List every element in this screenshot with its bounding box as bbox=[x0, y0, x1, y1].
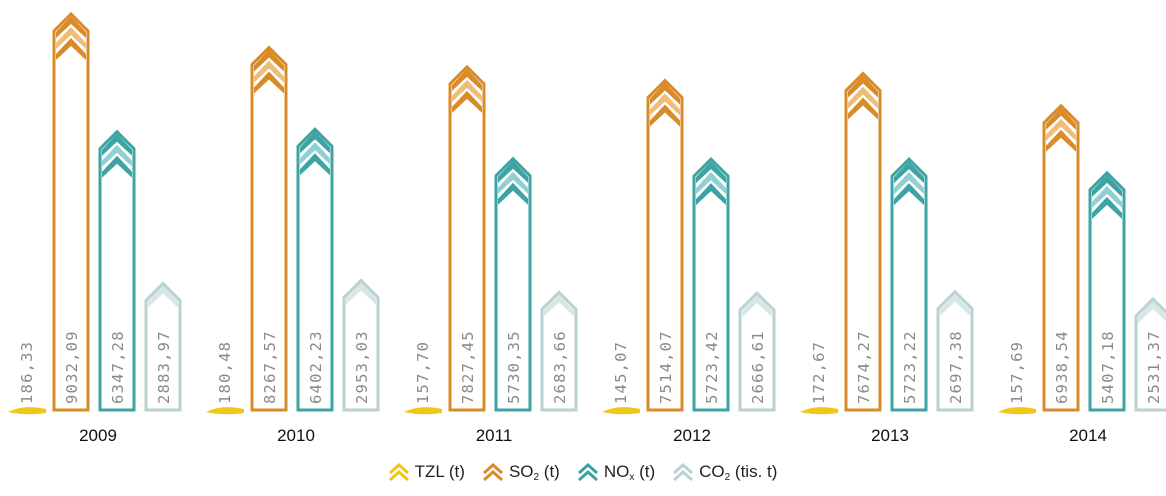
chevron-stack-icon bbox=[148, 285, 178, 308]
year-label-2013: 2013 bbox=[871, 426, 909, 445]
bar-nox-2014 bbox=[1088, 170, 1126, 412]
bar-so2-2010 bbox=[250, 45, 288, 412]
bar-co2-2013 bbox=[936, 289, 974, 412]
year-group-2011: 157,70 7827,45 5730,35 2683,66 2011 bbox=[404, 64, 578, 445]
year-group-2014: 157,69 6938,54 5407,18 2531,37 2014 bbox=[998, 103, 1166, 445]
bar-nox-2010 bbox=[296, 127, 334, 412]
bar-tzl-2010 bbox=[206, 407, 244, 415]
value-label-nox-2010: 6402,23 bbox=[307, 330, 325, 404]
chevron-stack-icon bbox=[56, 16, 86, 60]
chart-legend: TZL (t) SO2 (t) NOx (t) CO2 (tis. t) bbox=[0, 455, 1166, 489]
year-group-2013: 172,67 7674,27 5723,22 2697,38 2013 bbox=[800, 71, 974, 445]
legend-label: SO2 (t) bbox=[508, 461, 560, 483]
year-label-2014: 2014 bbox=[1069, 426, 1107, 445]
legend-item-1: SO2 (t) bbox=[482, 461, 560, 483]
value-label-nox-2012: 5723,42 bbox=[703, 330, 721, 404]
chevron-stack-icon bbox=[650, 82, 680, 127]
chevron-stack-icon bbox=[254, 49, 284, 94]
bar-co2-2009 bbox=[144, 281, 182, 412]
value-label-nox-2013: 5723,22 bbox=[901, 330, 919, 404]
value-label-so2-2009: 9032,09 bbox=[63, 330, 81, 404]
bar-so2-2009 bbox=[52, 11, 90, 412]
chevron-stack-icon bbox=[346, 282, 376, 305]
bar-tzl-2011 bbox=[404, 407, 442, 415]
value-label-so2-2013: 7674,27 bbox=[855, 330, 873, 404]
bar-co2-2012 bbox=[738, 290, 776, 412]
bar-nox-2011 bbox=[494, 156, 532, 412]
bar-nox-2013 bbox=[890, 156, 928, 412]
value-label-co2-2014: 2531,37 bbox=[1145, 330, 1163, 404]
year-group-2010: 180,48 8267,57 6402,23 2953,03 2010 bbox=[206, 45, 380, 445]
bar-tzl-2014 bbox=[998, 407, 1036, 415]
legend-label: TZL (t) bbox=[414, 462, 465, 481]
double-chevron-up-icon bbox=[482, 463, 503, 481]
value-label-so2-2011: 7827,45 bbox=[459, 330, 477, 404]
value-label-co2-2010: 2953,03 bbox=[353, 330, 371, 404]
value-label-tzl-2013: 172,67 bbox=[810, 341, 828, 404]
value-label-co2-2012: 2666,61 bbox=[749, 330, 767, 404]
bar-tzl-2013 bbox=[800, 407, 838, 415]
chevron-stack-icon bbox=[102, 133, 132, 178]
bar-so2-2011 bbox=[448, 64, 486, 412]
double-chevron-up-icon bbox=[673, 463, 694, 481]
value-label-so2-2010: 8267,57 bbox=[261, 330, 279, 404]
chevron-stack-icon bbox=[696, 161, 726, 206]
value-label-so2-2014: 6938,54 bbox=[1053, 330, 1071, 404]
chevron-stack-icon bbox=[1138, 301, 1166, 324]
legend-label: CO2 (tis. t) bbox=[699, 461, 778, 483]
value-label-nox-2014: 5407,18 bbox=[1099, 330, 1117, 404]
bar-co2-2014 bbox=[1134, 296, 1166, 412]
value-label-so2-2012: 7514,07 bbox=[657, 330, 675, 404]
value-label-nox-2009: 6347,28 bbox=[109, 330, 127, 404]
emissions-chart: 186,33 9032,09 6347,28 2883,97 2009 180,48 826… bbox=[8, 11, 1166, 445]
bar-nox-2009 bbox=[98, 129, 136, 412]
bar-nox-2012 bbox=[692, 156, 730, 412]
year-label-2012: 2012 bbox=[673, 426, 711, 445]
year-label-2010: 2010 bbox=[277, 426, 315, 445]
value-label-co2-2011: 2683,66 bbox=[551, 330, 569, 404]
legend-label: NOx (t) bbox=[603, 461, 656, 483]
chevron-stack-icon bbox=[940, 293, 970, 316]
value-label-tzl-2014: 157,69 bbox=[1008, 341, 1026, 404]
year-label-2011: 2011 bbox=[476, 426, 513, 445]
value-label-nox-2011: 5730,35 bbox=[505, 330, 523, 404]
bar-tzl-2012 bbox=[602, 407, 640, 415]
legend-item-3: CO2 (tis. t) bbox=[673, 462, 777, 483]
value-label-co2-2013: 2697,38 bbox=[947, 330, 965, 404]
year-group-2009: 186,33 9032,09 6347,28 2883,97 2009 bbox=[8, 11, 182, 445]
value-label-tzl-2011: 157,70 bbox=[414, 341, 432, 404]
chevron-stack-icon bbox=[300, 131, 330, 176]
year-group-2012: 145,07 7514,07 5723,42 2666,61 2012 bbox=[602, 78, 776, 445]
chevron-stack-icon bbox=[742, 295, 772, 318]
bar-co2-2011 bbox=[540, 290, 578, 412]
chevron-stack-icon bbox=[894, 161, 924, 206]
double-chevron-up-icon bbox=[388, 463, 409, 481]
legend-item-2: NOx (t) bbox=[577, 461, 656, 483]
value-label-tzl-2009: 186,33 bbox=[18, 341, 36, 404]
bar-so2-2012 bbox=[646, 78, 684, 412]
value-label-co2-2009: 2883,97 bbox=[155, 330, 173, 404]
chevron-stack-icon bbox=[498, 160, 528, 205]
double-chevron-up-icon bbox=[577, 463, 598, 481]
bar-co2-2010 bbox=[342, 278, 380, 412]
value-label-tzl-2010: 180,48 bbox=[216, 341, 234, 404]
bar-so2-2014 bbox=[1042, 103, 1080, 412]
chevron-stack-icon bbox=[544, 294, 574, 317]
chevron-stack-icon bbox=[1046, 107, 1076, 152]
bar-tzl-2009 bbox=[8, 407, 46, 415]
year-label-2009: 2009 bbox=[79, 426, 117, 445]
chevron-stack-icon bbox=[848, 75, 878, 120]
legend-item-0: TZL (t) bbox=[388, 462, 465, 482]
chevron-stack-icon bbox=[452, 68, 482, 113]
bar-so2-2013 bbox=[844, 71, 882, 412]
value-label-tzl-2012: 145,07 bbox=[612, 341, 630, 404]
chevron-stack-icon bbox=[1092, 174, 1122, 219]
